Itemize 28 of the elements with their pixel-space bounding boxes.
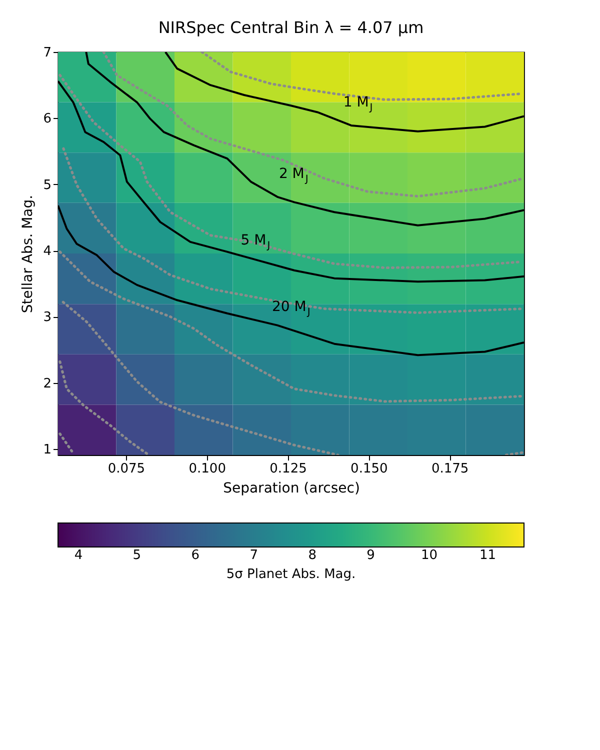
x-tick-label: 0.125	[270, 462, 307, 476]
y-tick-label: 2	[43, 376, 52, 392]
color-bar-label: 11	[479, 548, 496, 563]
y-tick-label: 6	[43, 112, 52, 127]
line-series	[58, 250, 524, 403]
line-series	[102, 52, 524, 198]
x-tick-label: 0.150	[350, 462, 388, 476]
line-series	[58, 360, 148, 455]
color-bar-label: 10	[421, 548, 438, 563]
color-bar-label: 4	[74, 548, 83, 563]
x-tick-label: 0.100	[188, 462, 226, 476]
line-series	[62, 300, 340, 455]
color-bar-label: 9	[366, 548, 375, 563]
x-tick-label: 0.075	[108, 462, 146, 476]
color-bar-label: 5	[132, 548, 142, 563]
y-tick-label: 7	[43, 46, 52, 60]
y-tick-label: 3	[43, 310, 52, 326]
y-tick-label: 1	[43, 442, 52, 458]
x-axis-title: Separation (arcsec)	[223, 480, 360, 496]
x-tick-label: 0.175	[431, 462, 469, 476]
y-tick-label: 4	[43, 244, 52, 260]
y-tick-label: 5	[43, 178, 52, 193]
chart-title: NIRSpec Central Bin λ = 4.07 μm	[158, 18, 424, 37]
color-bar-label: 7	[250, 548, 258, 563]
color-bar-label: 8	[308, 548, 316, 563]
color-bar-title: 5σ Planet Abs. Mag.	[226, 567, 356, 582]
y-axis-title: Stellar Abs. Mag.	[20, 194, 36, 314]
color-bar-label: 6	[191, 548, 200, 563]
